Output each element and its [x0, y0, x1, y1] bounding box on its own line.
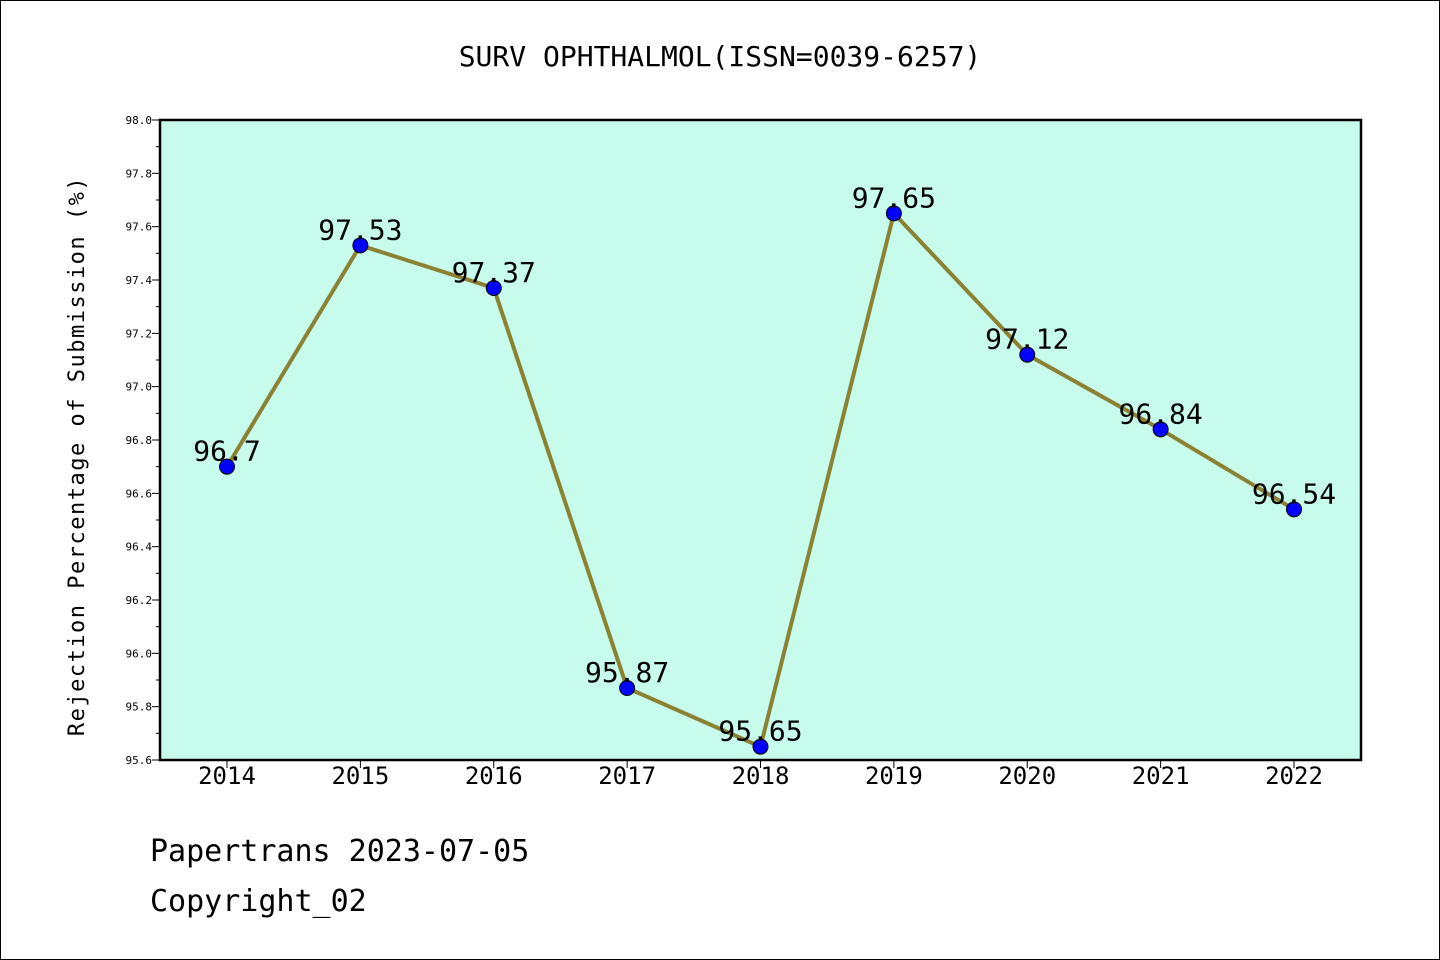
data-series — [219, 205, 1302, 755]
x-tick-label: 2019 — [865, 762, 923, 790]
plot-area — [160, 120, 1361, 760]
data-point — [752, 738, 769, 755]
y-tick-label: 97.6 — [126, 221, 153, 234]
data-label: 97.12 — [985, 323, 1069, 356]
data-labels: 96.7 97.53 97.37 95.87 95.65 97.65 97.12 96.84 9… — [193, 181, 1336, 747]
data-point — [1152, 421, 1169, 438]
data-label: 96.54 — [1252, 477, 1336, 510]
y-tick-label: 97.8 — [126, 167, 153, 180]
data-point — [885, 205, 902, 222]
data-label: 95.87 — [585, 656, 669, 689]
data-point — [619, 680, 636, 696]
x-tick-label: 2015 — [331, 762, 389, 790]
data-point — [352, 237, 369, 254]
y-axis: 95.6 95.8 96.0 96.2 96.4 96.6 96.8 97.0 97.2 97.4… — [126, 114, 160, 767]
data-point — [1019, 346, 1036, 363]
data-label: 97.37 — [452, 256, 536, 289]
data-point — [219, 458, 235, 475]
footer-date: Papertrans 2023-07-05 — [150, 834, 530, 869]
x-axis: 2014 2015 2016 2017 2018 2019 2020 2021 2022 — [198, 760, 1323, 790]
plot-border — [158, 118, 1363, 762]
data-label: 95.65 — [718, 715, 802, 748]
y-tick-label: 95.6 — [126, 754, 153, 767]
y-axis-label: Rejection Percentage of Submission (%) — [65, 176, 90, 736]
y-tick-label: 96.0 — [126, 647, 153, 660]
data-point — [1286, 501, 1302, 518]
data-label: 97.65 — [852, 181, 936, 214]
x-tick-label: 2016 — [465, 762, 523, 790]
y-tick-label: 97.2 — [126, 327, 153, 340]
y-tick-label: 96.2 — [126, 594, 153, 607]
footer-copyright: Copyright_02 — [150, 884, 367, 919]
y-tick-label: 97.0 — [126, 381, 153, 394]
x-tick-label: 2022 — [1265, 762, 1323, 790]
data-label: 96.84 — [1118, 397, 1202, 430]
x-tick-label: 2021 — [1132, 762, 1190, 790]
data-label: 96.7 — [193, 435, 260, 468]
chart-title: SURV OPHTHALMOL(ISSN=0039-6257) — [459, 40, 982, 73]
data-point — [485, 280, 502, 296]
x-tick-label: 2014 — [198, 762, 256, 790]
x-tick-label: 2018 — [732, 762, 790, 790]
y-tick-label: 96.6 — [126, 487, 153, 500]
data-label: 97.53 — [318, 213, 402, 246]
y-tick-label: 96.4 — [126, 541, 153, 554]
x-tick-label: 2017 — [598, 762, 656, 790]
y-tick-label: 97.4 — [126, 274, 153, 287]
x-tick-label: 2020 — [998, 762, 1056, 790]
y-tick-label: 98.0 — [126, 114, 153, 127]
y-tick-label: 96.8 — [126, 434, 153, 447]
y-tick-label: 95.8 — [126, 701, 153, 714]
